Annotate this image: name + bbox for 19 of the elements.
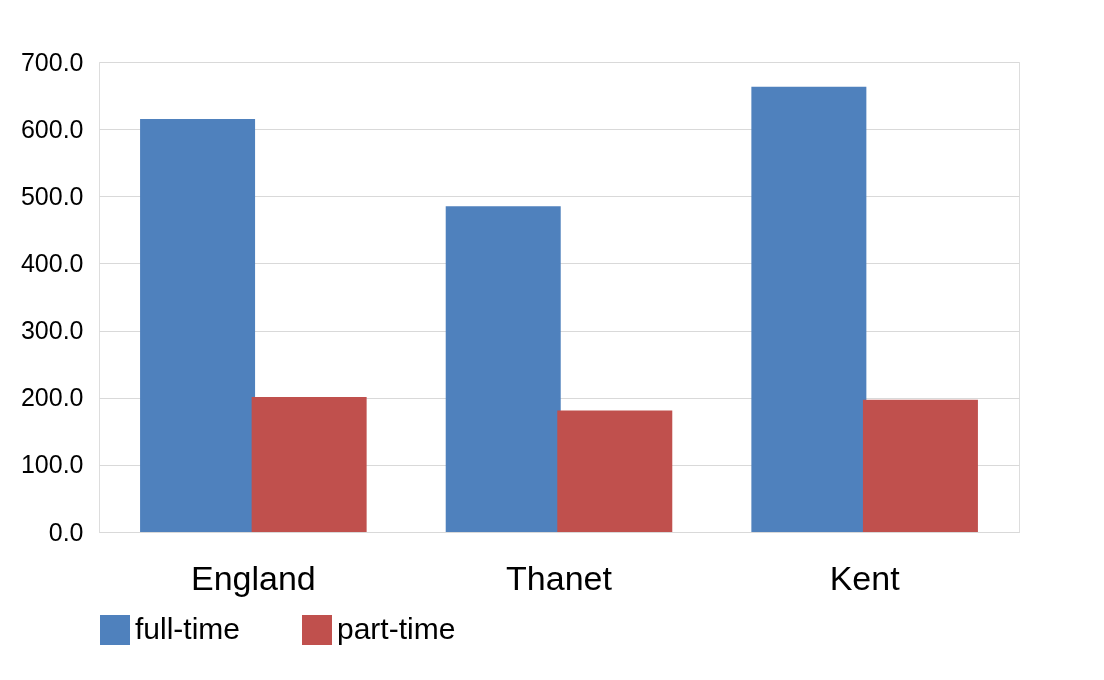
- x-tick-label: Thanet: [506, 558, 613, 597]
- bar: [251, 397, 367, 532]
- y-tick-label: 600.0: [20, 114, 84, 143]
- x-tick-label: England: [190, 558, 316, 597]
- bar: [862, 399, 978, 532]
- y-tick-label: 700.0: [20, 47, 84, 76]
- y-tick-label: 0.0: [48, 517, 84, 546]
- legend-label: full-time: [135, 612, 241, 645]
- bar: [445, 206, 561, 532]
- legend-label: part-time: [337, 612, 456, 645]
- y-tick-label: 400.0: [20, 248, 84, 277]
- bar: [751, 86, 867, 532]
- y-tick-label: 300.0: [20, 316, 84, 345]
- bar: [557, 410, 673, 532]
- y-tick-label: 200.0: [20, 383, 84, 412]
- y-tick-label: 100.0: [20, 450, 84, 479]
- bar: [140, 119, 256, 532]
- x-tick-label: Kent: [829, 558, 901, 597]
- y-tick-label: 500.0: [20, 181, 84, 210]
